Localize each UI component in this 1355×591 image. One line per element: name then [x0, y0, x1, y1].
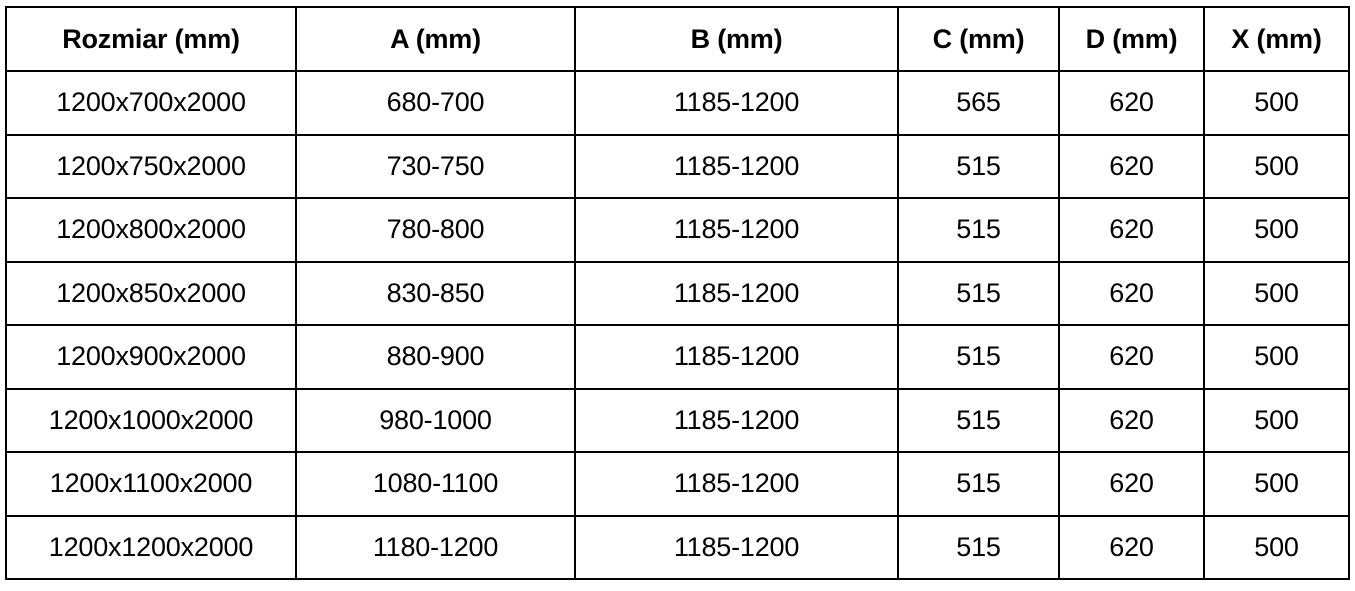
cell-d: 620	[1058, 387, 1205, 453]
cell-d: 620	[1058, 514, 1205, 580]
cell-d: 620	[1058, 260, 1205, 326]
cell-size: 1200x900x2000	[5, 324, 297, 390]
cell-c: 515	[897, 197, 1060, 263]
cell-x: 500	[1203, 514, 1350, 580]
cell-d: 620	[1058, 451, 1205, 517]
table-header: Rozmiar (mm) A (mm) B (mm) C (mm) D (mm)…	[5, 6, 1350, 72]
cell-a: 1080-1100	[295, 451, 576, 517]
cell-x: 500	[1203, 324, 1350, 390]
cell-c: 515	[897, 324, 1060, 390]
table-row: 1200x1200x2000 1180-1200 1185-1200 515 6…	[5, 514, 1350, 580]
column-header-b: B (mm)	[574, 6, 899, 72]
table-row: 1200x850x2000 830-850 1185-1200 515 620 …	[5, 260, 1350, 326]
cell-b: 1185-1200	[574, 514, 899, 580]
cell-c: 515	[897, 133, 1060, 199]
cell-a: 780-800	[295, 197, 576, 263]
cell-a: 680-700	[295, 70, 576, 136]
table-row: 1200x800x2000 780-800 1185-1200 515 620 …	[5, 197, 1350, 263]
cell-x: 500	[1203, 197, 1350, 263]
column-header-a: A (mm)	[295, 6, 576, 72]
cell-c: 515	[897, 514, 1060, 580]
cell-b: 1185-1200	[574, 260, 899, 326]
cell-a: 830-850	[295, 260, 576, 326]
cell-size: 1200x1000x2000	[5, 387, 297, 453]
header-row: Rozmiar (mm) A (mm) B (mm) C (mm) D (mm)…	[5, 6, 1350, 72]
cell-b: 1185-1200	[574, 197, 899, 263]
cell-a: 980-1000	[295, 387, 576, 453]
cell-x: 500	[1203, 133, 1350, 199]
cell-b: 1185-1200	[574, 133, 899, 199]
cell-b: 1185-1200	[574, 451, 899, 517]
table-row: 1200x1000x2000 980-1000 1185-1200 515 62…	[5, 387, 1350, 453]
table-row: 1200x900x2000 880-900 1185-1200 515 620 …	[5, 324, 1350, 390]
cell-x: 500	[1203, 260, 1350, 326]
cell-d: 620	[1058, 133, 1205, 199]
cell-c: 515	[897, 451, 1060, 517]
cell-b: 1185-1200	[574, 387, 899, 453]
cell-size: 1200x1200x2000	[5, 514, 297, 580]
column-header-d: D (mm)	[1058, 6, 1205, 72]
cell-c: 515	[897, 387, 1060, 453]
cell-b: 1185-1200	[574, 324, 899, 390]
cell-size: 1200x700x2000	[5, 70, 297, 136]
cell-d: 620	[1058, 197, 1205, 263]
cell-size: 1200x850x2000	[5, 260, 297, 326]
column-header-x: X (mm)	[1203, 6, 1350, 72]
cell-c: 515	[897, 260, 1060, 326]
table-row: 1200x700x2000 680-700 1185-1200 565 620 …	[5, 70, 1350, 136]
cell-x: 500	[1203, 451, 1350, 517]
cell-a: 730-750	[295, 133, 576, 199]
cell-size: 1200x1100x2000	[5, 451, 297, 517]
column-header-c: C (mm)	[897, 6, 1060, 72]
cell-d: 620	[1058, 324, 1205, 390]
table-row: 1200x750x2000 730-750 1185-1200 515 620 …	[5, 133, 1350, 199]
cell-size: 1200x750x2000	[5, 133, 297, 199]
specification-table: Rozmiar (mm) A (mm) B (mm) C (mm) D (mm)…	[5, 6, 1350, 580]
cell-size: 1200x800x2000	[5, 197, 297, 263]
cell-x: 500	[1203, 70, 1350, 136]
cell-b: 1185-1200	[574, 70, 899, 136]
cell-x: 500	[1203, 387, 1350, 453]
cell-a: 880-900	[295, 324, 576, 390]
column-header-size: Rozmiar (mm)	[5, 6, 297, 72]
table-row: 1200x1100x2000 1080-1100 1185-1200 515 6…	[5, 451, 1350, 517]
table-body: 1200x700x2000 680-700 1185-1200 565 620 …	[5, 70, 1350, 580]
cell-a: 1180-1200	[295, 514, 576, 580]
cell-d: 620	[1058, 70, 1205, 136]
cell-c: 565	[897, 70, 1060, 136]
